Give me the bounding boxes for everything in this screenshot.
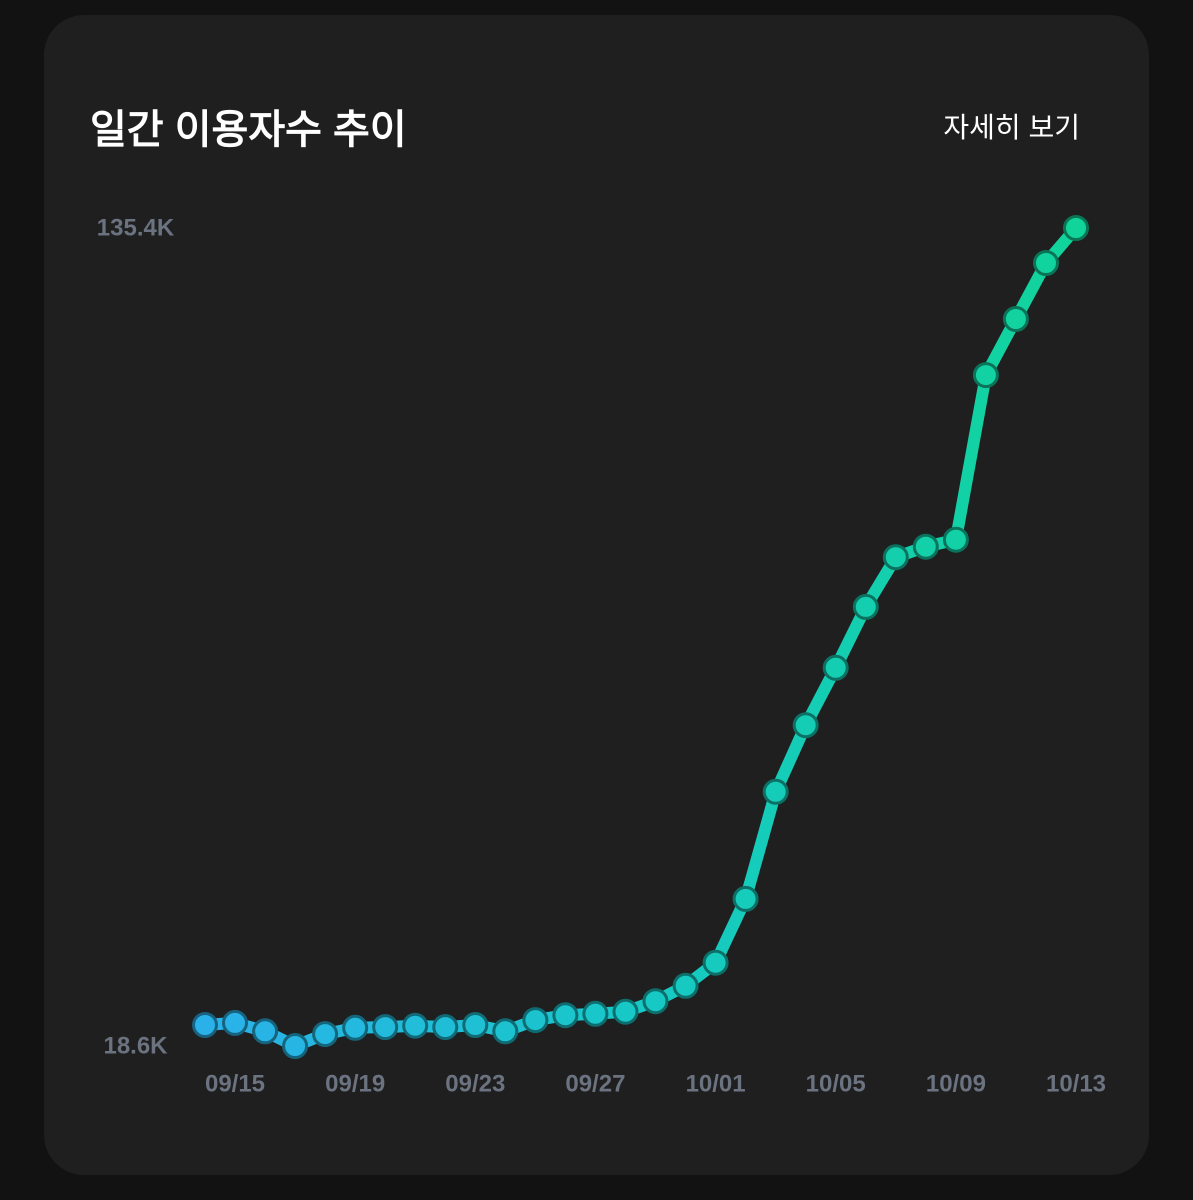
y-tick-label: 18.6K bbox=[103, 1033, 168, 1060]
data-point bbox=[822, 654, 849, 681]
data-point bbox=[582, 1000, 609, 1027]
data-point bbox=[1063, 215, 1089, 241]
data-point bbox=[312, 1021, 339, 1048]
data-point bbox=[972, 362, 999, 389]
data-point bbox=[1002, 306, 1029, 332]
data-point bbox=[282, 1033, 309, 1059]
data-point bbox=[402, 1012, 429, 1039]
data-point bbox=[432, 1014, 459, 1041]
x-tick-label: 10/13 bbox=[1046, 1071, 1106, 1098]
data-point bbox=[372, 1014, 399, 1041]
data-point bbox=[462, 1012, 489, 1038]
x-tick-label: 09/27 bbox=[565, 1071, 625, 1098]
data-point bbox=[222, 1009, 248, 1036]
data-point bbox=[762, 778, 789, 805]
data-point bbox=[672, 972, 699, 999]
chart-card: 09/15 09/19 09/23 09/27 10/01 10/05 10/09 10/13… bbox=[44, 15, 1149, 1175]
chart-title: 일간 이용자수 추이 bbox=[90, 108, 407, 152]
data-point bbox=[1033, 250, 1059, 276]
data-point bbox=[942, 526, 969, 553]
data-point bbox=[552, 1002, 579, 1029]
data-point bbox=[612, 998, 639, 1025]
x-tick-label: 09/23 bbox=[445, 1071, 505, 1098]
data-point bbox=[342, 1014, 369, 1041]
data-point bbox=[642, 988, 669, 1015]
data-point bbox=[192, 1012, 218, 1038]
data-point bbox=[522, 1007, 549, 1034]
x-tick-label: 09/15 bbox=[205, 1071, 265, 1098]
data-point bbox=[852, 593, 879, 620]
data-point bbox=[882, 544, 909, 571]
y-tick-label: 135.4K bbox=[97, 215, 175, 242]
line-chart: 09/15 09/19 09/23 09/27 10/01 10/05 10/09 10/13… bbox=[97, 215, 1106, 1098]
data-point bbox=[912, 533, 939, 560]
series-line bbox=[199, 222, 1082, 1052]
data-point bbox=[702, 949, 729, 976]
view-details-link[interactable]: 자세히 보기 bbox=[943, 112, 1080, 143]
x-tick-label: 09/19 bbox=[325, 1071, 385, 1098]
x-tick-label: 10/09 bbox=[926, 1071, 986, 1098]
data-point bbox=[792, 712, 819, 739]
data-point bbox=[732, 885, 759, 912]
x-tick-label: 10/05 bbox=[806, 1071, 866, 1098]
x-tick-label: 10/01 bbox=[686, 1071, 746, 1098]
data-point bbox=[252, 1018, 279, 1045]
data-point bbox=[492, 1018, 519, 1045]
